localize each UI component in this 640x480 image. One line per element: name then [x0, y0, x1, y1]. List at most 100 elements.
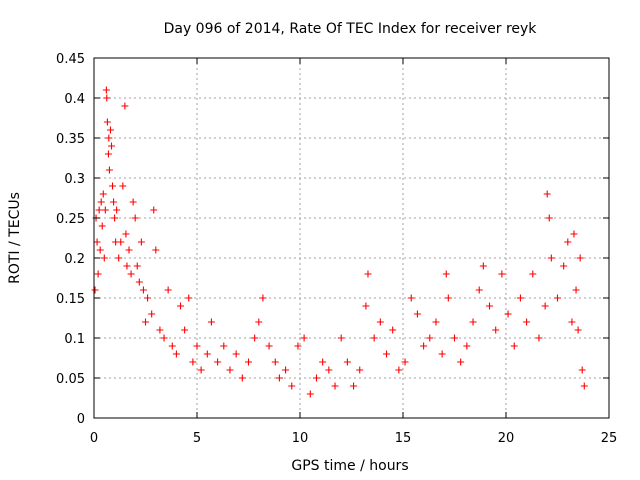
- data-point-marker: [245, 358, 252, 366]
- data-point-marker: [232, 350, 240, 358]
- data-point-marker: [150, 206, 158, 214]
- data-point-marker: [492, 326, 500, 334]
- data-point-marker: [255, 318, 263, 326]
- data-point-marker: [135, 278, 143, 286]
- data-point-marker: [475, 286, 483, 294]
- x-tick-label: 25: [601, 431, 618, 446]
- data-point-marker: [275, 374, 283, 382]
- data-point-marker: [572, 286, 580, 294]
- data-point-marker: [177, 302, 185, 310]
- data-point-marker: [95, 206, 103, 214]
- data-point-marker: [100, 254, 108, 262]
- data-point-marker: [444, 294, 452, 302]
- y-tick-label: 0.45: [56, 52, 85, 67]
- y-tick-label: 0.35: [56, 132, 85, 147]
- data-point-marker: [113, 206, 121, 214]
- data-point-marker: [516, 294, 524, 302]
- data-point-marker: [181, 326, 189, 334]
- data-point-marker: [510, 342, 518, 350]
- data-point-marker: [319, 358, 327, 366]
- data-point-marker: [104, 150, 112, 158]
- data-point-marker: [576, 254, 584, 262]
- data-point-marker: [420, 342, 428, 350]
- data-point-marker: [300, 334, 308, 342]
- data-point-marker: [343, 358, 351, 366]
- data-point-marker: [106, 126, 114, 134]
- data-point-marker: [129, 198, 137, 206]
- data-point-marker: [123, 262, 131, 270]
- data-point-marker: [110, 198, 118, 206]
- data-point-marker: [152, 246, 160, 254]
- data-point-marker: [109, 182, 117, 190]
- data-point-marker: [93, 238, 101, 246]
- data-point-marker: [543, 190, 551, 198]
- data-point-marker: [337, 334, 345, 342]
- data-point-marker: [226, 366, 234, 374]
- data-point-marker: [164, 286, 172, 294]
- data-point-marker: [117, 238, 125, 246]
- data-point-marker: [214, 358, 222, 366]
- data-point-marker: [498, 270, 506, 278]
- data-point-marker: [121, 102, 129, 110]
- data-point-marker: [568, 318, 576, 326]
- data-point-marker: [401, 358, 409, 366]
- data-point-marker: [238, 374, 246, 382]
- x-tick-label: 20: [498, 431, 515, 446]
- data-point-marker: [172, 350, 180, 358]
- data-point-marker: [108, 142, 116, 150]
- x-tick-label: 0: [90, 431, 98, 446]
- data-point-marker: [389, 326, 397, 334]
- x-tick-label: 15: [395, 431, 412, 446]
- data-point-marker: [251, 334, 259, 342]
- data-point-marker: [529, 270, 537, 278]
- data-point-marker: [197, 366, 205, 374]
- data-point-marker: [457, 358, 465, 366]
- data-point-marker: [364, 270, 372, 278]
- y-axis-label: ROTI / TECUs: [7, 192, 23, 284]
- data-point-marker: [102, 86, 110, 94]
- data-point-marker: [103, 118, 111, 126]
- x-tick-label: 10: [292, 431, 309, 446]
- data-point-marker: [547, 254, 555, 262]
- data-point-marker: [451, 334, 458, 342]
- data-point-marker: [137, 238, 145, 246]
- x-tick-label: 5: [193, 431, 201, 446]
- y-tick-label: 0.1: [64, 332, 85, 347]
- data-point-marker: [98, 222, 106, 230]
- grid-lines: [94, 58, 609, 418]
- data-point-marker: [101, 206, 109, 214]
- data-point-marker: [156, 326, 164, 334]
- data-point-marker: [127, 270, 135, 278]
- data-point-marker: [125, 246, 133, 254]
- data-point-marker: [189, 358, 197, 366]
- data-point-marker: [148, 310, 156, 318]
- data-point-marker: [325, 366, 333, 374]
- data-point-marker: [560, 262, 568, 270]
- data-point-marker: [331, 382, 339, 390]
- data-point-marker: [426, 334, 434, 342]
- data-point-marker: [294, 342, 302, 350]
- data-point-marker: [580, 382, 588, 390]
- y-tick-label: 0.3: [64, 172, 85, 187]
- data-point-marker: [203, 350, 211, 358]
- data-point-marker: [578, 366, 586, 374]
- data-point-marker: [407, 294, 415, 302]
- data-point-marker: [350, 382, 358, 390]
- data-point-marker: [105, 134, 113, 142]
- data-point-marker: [193, 342, 201, 350]
- data-point-marker: [288, 382, 296, 390]
- data-point-marker: [271, 358, 279, 366]
- data-point-marker: [142, 318, 149, 326]
- data-point-marker: [111, 214, 119, 222]
- data-point-marker: [144, 294, 152, 302]
- data-point-marker: [356, 366, 364, 374]
- data-point-marker: [97, 198, 105, 206]
- data-point-marker: [362, 302, 370, 310]
- data-point-marker: [119, 182, 127, 190]
- data-point-marker: [432, 318, 440, 326]
- data-point-marker: [376, 318, 384, 326]
- y-tick-label: 0.2: [64, 252, 85, 267]
- data-point-marker: [463, 342, 471, 350]
- plot-frame: [93, 57, 610, 419]
